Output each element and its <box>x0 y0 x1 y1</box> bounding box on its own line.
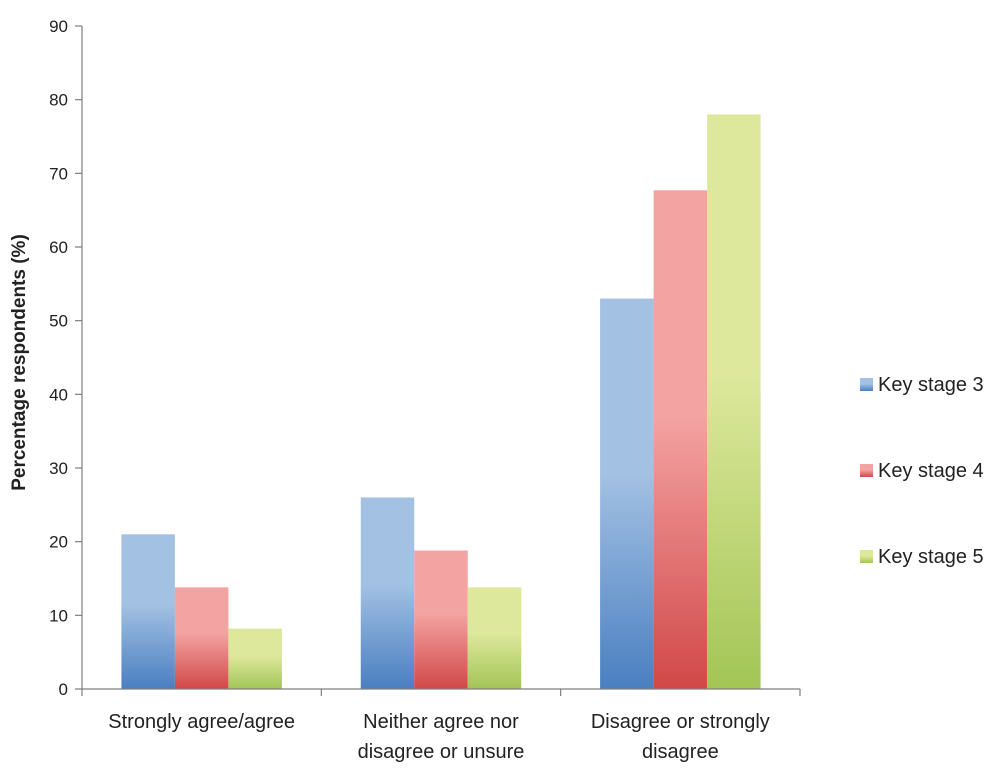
bar-key-stage-4 <box>174 587 229 689</box>
legend-swatch <box>860 464 873 477</box>
legend-swatch <box>860 378 873 391</box>
bars-group <box>121 114 761 689</box>
legend: Key stage 3 Key stage 4 Key stage 5 <box>860 374 984 568</box>
y-tick-label: 0 <box>59 680 68 699</box>
y-tick-label: 50 <box>49 312 68 331</box>
bar-key-stage-3 <box>360 497 415 689</box>
y-tick-label: 20 <box>49 533 68 552</box>
bar-key-stage-3 <box>121 534 175 689</box>
bar-key-stage-4 <box>414 550 468 689</box>
y-tick-label: 30 <box>49 459 68 478</box>
y-tick-label: 80 <box>49 91 68 110</box>
legend-swatch <box>860 550 873 563</box>
x-category-label: Strongly agree/agree <box>108 711 295 733</box>
y-tick-label: 10 <box>49 606 68 625</box>
bar-key-stage-4 <box>653 190 708 689</box>
x-axis-ticks: Strongly agree/agree Neither agree nor dis… <box>81 689 801 763</box>
legend-label: Key stage 3 <box>878 374 984 396</box>
legend-label: Key stage 4 <box>878 460 984 482</box>
legend-label: Key stage 5 <box>878 546 984 568</box>
x-category-label: disagree or unsure <box>358 741 525 763</box>
x-category-label: Disagree or strongly <box>591 711 770 733</box>
y-tick-label: 90 <box>49 17 68 36</box>
bar-key-stage-5 <box>467 587 522 689</box>
y-axis-title: Percentage respondents (%) <box>9 234 30 491</box>
bar-key-stage-5 <box>228 628 282 689</box>
bar-key-stage-5 <box>707 114 761 689</box>
y-axis-ticks: 0 10 20 30 40 50 60 70 80 90 <box>49 17 82 699</box>
y-tick-label: 40 <box>49 385 68 404</box>
y-tick-label: 60 <box>49 238 68 257</box>
y-tick-label: 70 <box>49 164 68 183</box>
x-category-label: Neither agree nor <box>363 711 519 733</box>
x-category-label: disagree <box>642 741 719 763</box>
bar-key-stage-3 <box>600 298 654 689</box>
